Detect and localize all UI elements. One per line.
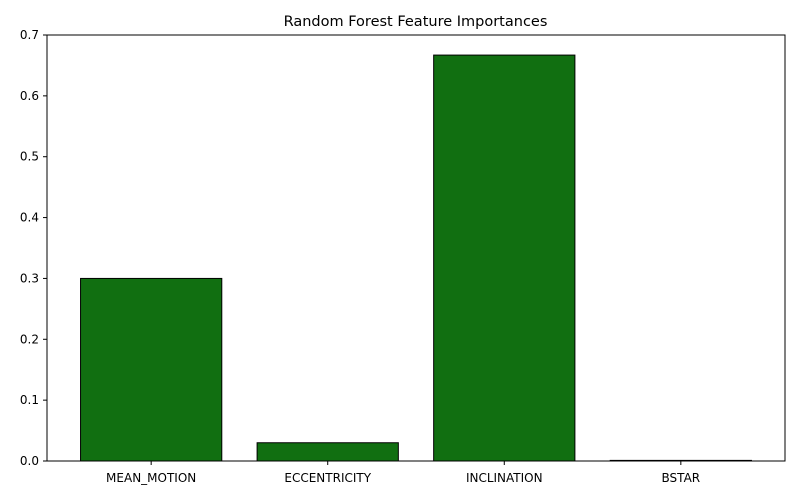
bar-inclination: [433, 54, 576, 462]
chart-title: Random Forest Feature Importances: [284, 14, 548, 30]
plot-frame: [46, 34, 786, 462]
y-tick-label: 0.6: [20, 89, 39, 103]
x-tick-label: ECCENTRICITY: [284, 471, 371, 485]
y-tick-label: 0.4: [20, 211, 39, 225]
y-tick-label: 0.7: [20, 28, 39, 42]
bar-mean-motion: [80, 277, 223, 462]
x-tick-label: INCLINATION: [466, 471, 543, 485]
bar-eccentricity: [256, 442, 399, 462]
x-tick-label: MEAN_MOTION: [106, 471, 196, 485]
y-tick-label: 0.3: [20, 271, 39, 285]
y-tick-label: 0.0: [20, 454, 39, 468]
y-tick-label: 0.5: [20, 150, 39, 164]
bars-layer: [80, 54, 752, 462]
x-axis: MEAN_MOTION ECCENTRICITY INCLINATION BSTAR: [106, 461, 700, 485]
y-axis: 0.0 0.1 0.2 0.3 0.4 0.5 0.6 0.7: [20, 28, 47, 468]
y-tick-label: 0.2: [20, 332, 39, 346]
x-tick-label: BSTAR: [662, 471, 701, 485]
y-tick-label: 0.1: [20, 393, 39, 407]
